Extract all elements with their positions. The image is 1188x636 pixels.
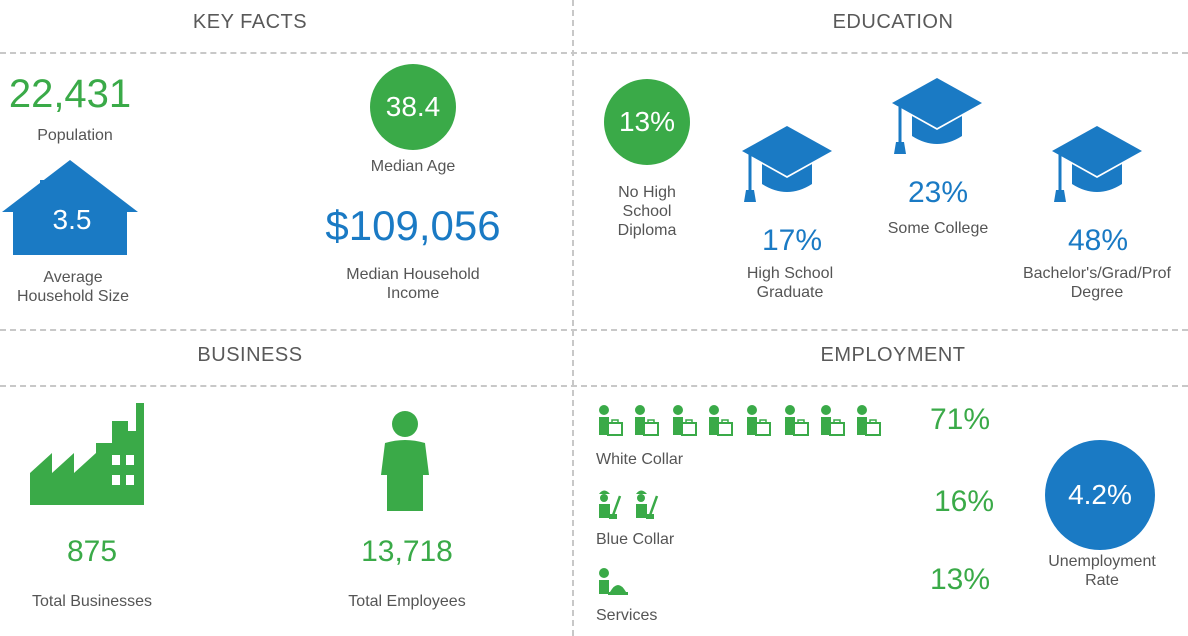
unemployment-circle: 4.2% (1045, 440, 1155, 550)
divider-vertical (572, 0, 574, 636)
bachelors-label-line2: Degree (1070, 284, 1124, 301)
white-collar-label: White Collar (596, 451, 684, 468)
high-school-label-line2: Graduate (756, 284, 824, 301)
unemployment-value: 4.2% (1068, 479, 1132, 510)
person-icon (375, 411, 435, 511)
some-college-value: 23% (907, 176, 969, 209)
household-size-value: 3.5 (52, 204, 92, 235)
population-value: 22,431 (8, 72, 132, 116)
no-high-school-label-line3: Diploma (617, 222, 677, 239)
blue-collar-icons (598, 488, 668, 520)
unemployment-label-line1: Unemployment (1048, 553, 1156, 570)
population-label: Population (37, 127, 113, 144)
no-high-school-circle: 13% (604, 79, 690, 165)
employment-heading: EMPLOYMENT (820, 344, 966, 366)
household-income-value: $109,056 (325, 202, 501, 249)
household-size-label-line1: Average (43, 269, 103, 286)
no-high-school-value: 13% (618, 106, 676, 137)
white-collar-value: 71% (929, 403, 991, 436)
high-school-label-line1: High School (746, 265, 834, 282)
divider-middle (0, 329, 1188, 331)
factory-icon (30, 403, 150, 505)
median-age-circle: 38.4 (370, 64, 456, 150)
graduation-cap-icon (742, 126, 832, 206)
median-age-value: 38.4 (385, 91, 441, 122)
bachelors-label-line1: Bachelor's/Grad/Prof (1022, 265, 1171, 282)
service-bell-icon (598, 568, 628, 596)
blue-collar-value: 16% (933, 485, 995, 518)
household-income-label-line1: Median Household (346, 266, 480, 283)
house-icon (2, 160, 138, 255)
unemployment-label-line2: Rate (1085, 572, 1119, 589)
education-heading: EDUCATION (832, 11, 954, 33)
total-employees-label: Total Employees (348, 593, 466, 610)
services-value: 13% (929, 563, 991, 596)
divider-lower (0, 385, 1188, 387)
some-college-label: Some College (887, 220, 989, 237)
white-collar-icons (598, 405, 888, 437)
total-employees-value: 13,718 (361, 535, 453, 568)
bachelors-value: 48% (1067, 224, 1129, 257)
graduation-cap-icon (892, 78, 982, 158)
household-income-label-line2: Income (386, 285, 440, 302)
graduation-cap-icon (1052, 126, 1142, 206)
no-high-school-label-line1: No High (618, 184, 676, 201)
services-label: Services (596, 607, 658, 624)
total-businesses-label: Total Businesses (31, 593, 153, 610)
high-school-value: 17% (761, 224, 823, 257)
divider-top (0, 52, 1188, 54)
key-facts-heading: KEY FACTS (192, 11, 308, 33)
no-high-school-label-line2: School (622, 203, 672, 220)
median-age-label: Median Age (370, 158, 456, 175)
business-heading: BUSINESS (197, 344, 303, 366)
blue-collar-label: Blue Collar (596, 531, 675, 548)
household-size-label-line2: Household Size (16, 288, 130, 305)
total-businesses-value: 875 (66, 535, 118, 568)
